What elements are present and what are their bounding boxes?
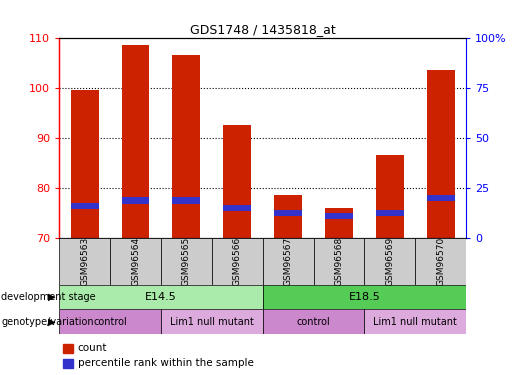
Title: GDS1748 / 1435818_at: GDS1748 / 1435818_at xyxy=(190,23,336,36)
Bar xyxy=(63,344,74,353)
Text: ▶: ▶ xyxy=(48,292,56,302)
Bar xyxy=(212,238,263,285)
Bar xyxy=(173,55,200,238)
Bar xyxy=(122,198,149,204)
Bar xyxy=(63,359,74,368)
Text: E14.5: E14.5 xyxy=(145,292,177,302)
Bar xyxy=(110,238,161,285)
Bar xyxy=(122,45,149,238)
Bar xyxy=(314,238,364,285)
Text: ▶: ▶ xyxy=(48,316,56,327)
Bar xyxy=(71,202,99,208)
Text: Lim1 null mutant: Lim1 null mutant xyxy=(170,316,254,327)
Bar xyxy=(161,238,212,285)
Bar xyxy=(426,195,455,201)
Text: GSM96564: GSM96564 xyxy=(131,237,140,286)
Bar xyxy=(325,213,353,219)
Text: development stage: development stage xyxy=(1,292,96,302)
Text: count: count xyxy=(78,343,107,353)
Text: GSM96568: GSM96568 xyxy=(334,237,344,286)
Text: GSM96567: GSM96567 xyxy=(284,237,293,286)
Bar xyxy=(376,210,404,216)
Bar xyxy=(364,238,415,285)
Bar xyxy=(274,210,302,216)
Bar xyxy=(173,198,200,204)
Bar xyxy=(415,238,466,285)
Text: GSM96563: GSM96563 xyxy=(80,237,89,286)
Text: GSM96566: GSM96566 xyxy=(233,237,242,286)
Text: control: control xyxy=(297,316,331,327)
Bar xyxy=(59,238,110,285)
Bar xyxy=(71,90,99,238)
Bar xyxy=(161,309,263,334)
Text: GSM96565: GSM96565 xyxy=(182,237,191,286)
Text: Lim1 null mutant: Lim1 null mutant xyxy=(373,316,457,327)
Bar xyxy=(325,208,353,238)
Bar xyxy=(426,70,455,238)
Bar xyxy=(59,285,263,309)
Bar xyxy=(263,309,364,334)
Text: genotype/variation: genotype/variation xyxy=(1,316,94,327)
Text: percentile rank within the sample: percentile rank within the sample xyxy=(78,358,253,368)
Bar xyxy=(364,309,466,334)
Bar xyxy=(223,205,251,211)
Bar xyxy=(223,125,251,238)
Text: control: control xyxy=(93,316,127,327)
Bar xyxy=(376,155,404,238)
Bar xyxy=(274,195,302,238)
Bar xyxy=(263,238,314,285)
Text: E18.5: E18.5 xyxy=(349,292,380,302)
Bar xyxy=(263,285,466,309)
Text: GSM96569: GSM96569 xyxy=(385,237,394,286)
Bar xyxy=(59,309,161,334)
Text: GSM96570: GSM96570 xyxy=(436,237,445,286)
